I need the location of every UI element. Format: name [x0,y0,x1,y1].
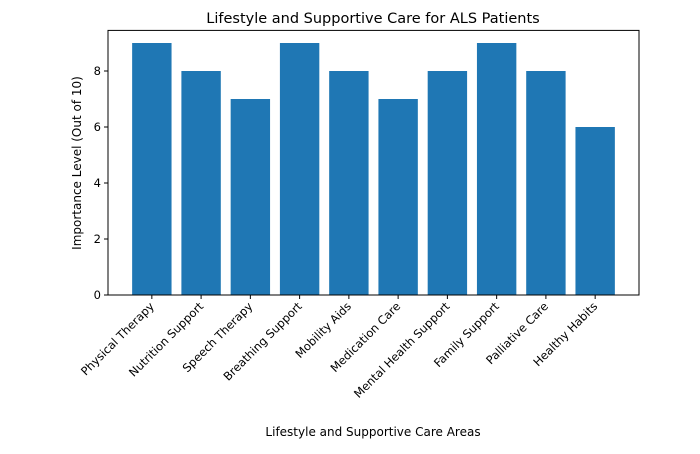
plot-frame [107,29,640,296]
y-tick-label: 6 [94,120,101,134]
chart-title: Lifestyle and Supportive Care for ALS Pa… [206,11,539,27]
x-tick-label: Mental Health Support [351,299,453,401]
y-tick-label: 8 [94,64,101,78]
y-tick-label: 2 [94,232,101,246]
bar [132,43,172,295]
bar [230,99,271,295]
x-axis-label: Lifestyle and Supportive Care Areas [265,425,480,439]
bar [181,71,221,295]
bar [476,43,517,295]
bar [279,43,320,295]
y-axis-label: Importance Level (Out of 10) [70,76,84,250]
y-tick-label: 0 [94,288,101,302]
y-tick-label: 4 [94,176,101,190]
bar [378,99,418,295]
bar [329,71,369,295]
bar [427,71,468,295]
bar [575,127,615,295]
bar [526,71,566,295]
